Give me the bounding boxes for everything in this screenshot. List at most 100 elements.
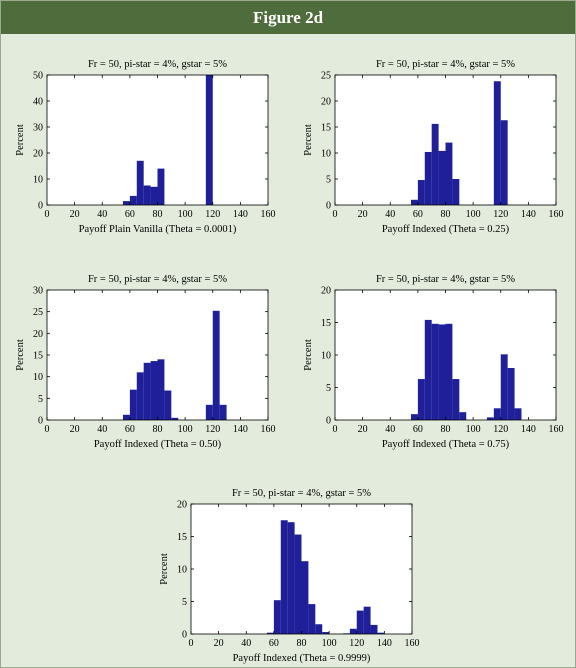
bar [308,604,316,634]
y-tick-label: 5 [326,175,331,186]
y-tick-label: 20 [33,329,43,340]
x-tick-label: 20 [358,424,368,435]
bar [171,417,179,420]
chart-3: 0 20 40 60 80 100 120 140 160 0 5 10 15 20 25 30 Fr = 50… [15,274,276,450]
y-tick-label: 20 [321,97,331,108]
x-tick-label: 100 [178,424,193,435]
x-tick-label: 80 [153,209,163,220]
bar [424,151,432,205]
x-tick-label: 80 [441,424,451,435]
x-tick-label: 0 [45,424,50,435]
x-tick-label: 160 [405,638,420,649]
x-tick-label: 100 [466,209,481,220]
chart-5: 0 20 40 60 80 100 120 140 160 0 5 10 15 20 Fr = 50, pi… [159,488,420,664]
bar [445,323,453,420]
bar [500,354,508,420]
y-tick-label: 15 [321,318,331,329]
x-tick-label: 0 [45,209,50,220]
x-tick-label: 80 [153,424,163,435]
bar [410,414,418,420]
x-tick-label: 40 [97,424,107,435]
x-tick-label: 20 [70,209,80,220]
bar [377,632,385,634]
bar [370,624,378,634]
bar [294,534,302,634]
y-tick-label: 30 [33,123,43,134]
x-tick-label: 40 [385,209,395,220]
x-axis-label: Payoff Indexed (Theta = 0.25) [382,224,510,235]
x-tick-label: 0 [189,638,194,649]
y-axis-label: Percent [303,124,314,156]
x-tick-label: 100 [466,424,481,435]
chart-title: Fr = 50, pi-star = 4%, gstar = 5% [376,59,515,70]
bar [205,75,213,205]
chart-1: 0 20 40 60 80 100 120 140 160 0 10 20 30 40 50 Fr = 50,… [15,59,276,235]
bar [143,362,151,420]
x-axis-label: Payoff Plain Vanilla (Theta = 0.0001) [79,224,237,235]
chart-title: Fr = 50, pi-star = 4%, gstar = 5% [232,488,371,499]
bar [438,324,446,420]
bar [164,390,172,420]
bar [410,199,418,205]
x-tick-label: 140 [233,424,248,435]
y-tick-label: 15 [33,351,43,362]
bar [157,168,165,205]
x-tick-label: 120 [205,209,220,220]
x-tick-label: 0 [333,424,338,435]
bar [431,323,439,420]
bar [452,179,460,205]
bar [349,628,357,634]
bar [417,379,425,420]
bar [363,606,371,634]
y-tick-label: 10 [33,175,43,186]
bar [287,522,295,634]
y-axis-label: Percent [15,339,26,371]
x-tick-label: 140 [233,209,248,220]
x-tick-label: 40 [385,424,395,435]
bar [301,561,309,634]
x-tick-label: 60 [125,209,135,220]
x-tick-label: 60 [269,638,279,649]
x-tick-label: 140 [521,209,536,220]
bar [150,361,158,420]
bar [129,389,137,420]
bar [493,408,501,420]
x-tick-label: 120 [493,209,508,220]
x-tick-label: 0 [333,209,338,220]
x-tick-label: 40 [241,638,251,649]
bar [205,404,213,420]
y-tick-label: 0 [38,416,43,427]
bar [424,319,432,420]
x-tick-label: 100 [178,209,193,220]
y-axis-label: Percent [303,339,314,371]
bar [212,310,220,420]
bar [266,632,274,634]
x-tick-label: 160 [261,424,276,435]
bar [273,600,281,634]
y-tick-label: 5 [326,383,331,394]
bar [493,81,501,205]
figure-title: Figure 2d [1,1,575,34]
x-tick-label: 60 [413,424,423,435]
x-tick-label: 160 [549,424,564,435]
y-tick-label: 10 [33,372,43,383]
bar [322,632,330,634]
x-tick-label: 80 [441,209,451,220]
x-axis-label: Payoff Indexed (Theta = 0.50) [94,439,222,450]
x-tick-label: 140 [377,638,392,649]
chart-title: Fr = 50, pi-star = 4%, gstar = 5% [376,274,515,285]
x-tick-label: 140 [521,424,536,435]
bar [452,379,460,420]
bar [315,624,323,634]
x-tick-label: 60 [413,209,423,220]
bar [157,359,165,420]
chart-title: Fr = 50, pi-star = 4%, gstar = 5% [88,59,227,70]
y-axis-label: Percent [15,124,26,156]
bar [500,120,508,205]
y-tick-label: 0 [326,201,331,212]
y-tick-label: 0 [38,201,43,212]
bar [438,150,446,205]
bar [129,195,137,205]
x-tick-label: 20 [358,209,368,220]
